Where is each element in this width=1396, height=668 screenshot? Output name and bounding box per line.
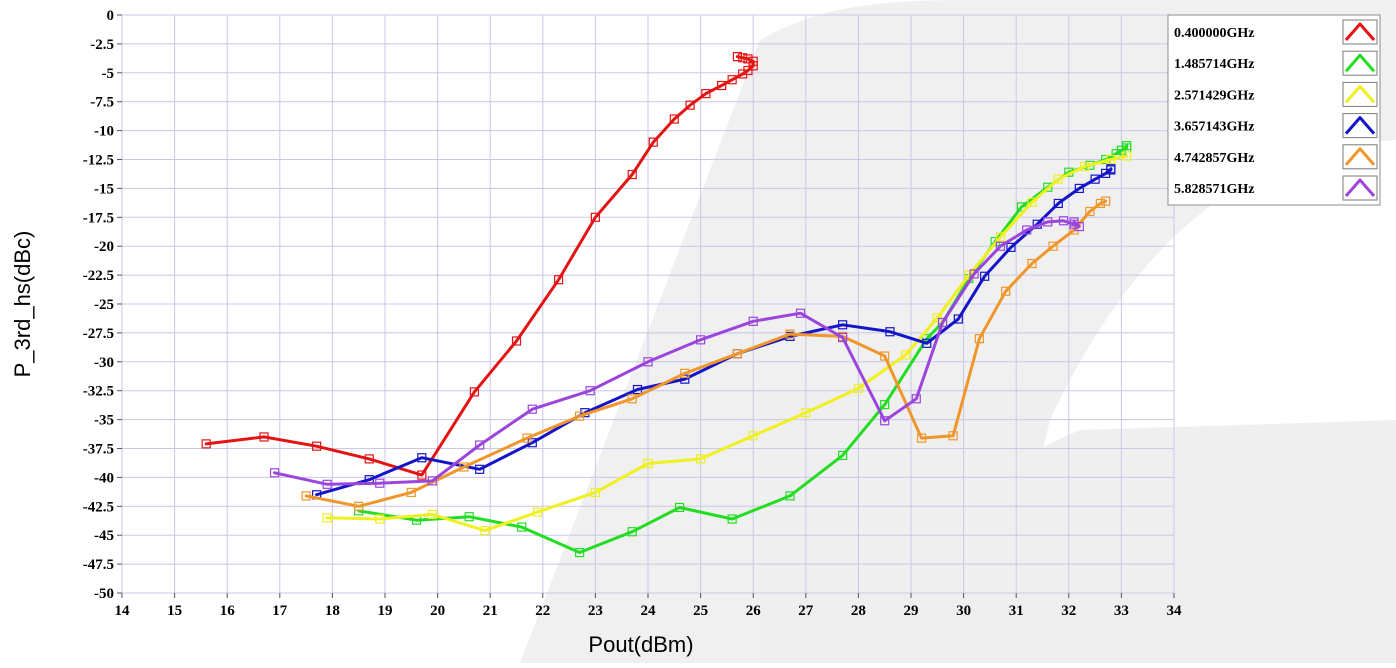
y-tick-label: -22.5 (83, 268, 114, 284)
x-tick-label: 25 (693, 603, 708, 619)
y-tick-label: -25 (94, 297, 114, 313)
x-tick-label: 14 (115, 603, 131, 619)
y-tick-label: -35 (94, 413, 114, 429)
y-tick-label: -27.5 (83, 326, 114, 342)
x-tick-label: 16 (220, 603, 236, 619)
x-tick-label: 30 (956, 603, 971, 619)
y-tick-label: -40 (94, 470, 114, 486)
x-tick-label: 27 (798, 603, 814, 619)
legend-label: 4.742857GHz (1174, 151, 1255, 166)
x-tick-label: 24 (641, 603, 657, 619)
x-tick-label: 28 (851, 603, 866, 619)
grid (122, 15, 1174, 593)
y-tick-label: -20 (94, 239, 114, 255)
y-tick-label: -15 (94, 181, 114, 197)
y-tick-label: 0 (107, 8, 115, 24)
x-tick-label: 31 (1009, 603, 1024, 619)
y-tick-label: -47.5 (83, 557, 114, 573)
x-tick-label: 32 (1061, 603, 1076, 619)
legend-label: 1.485714GHz (1174, 57, 1255, 72)
x-axis-title: Pout(dBm) (588, 632, 693, 657)
y-axis-title: P_3rd_hs(dBc) (10, 231, 35, 378)
legend: 0.400000GHz 1.485714GHz 2.571429GHz 3.65714… (1168, 15, 1380, 205)
x-tick-label: 22 (535, 603, 550, 619)
y-tick-label: -32.5 (83, 384, 114, 400)
legend-label: 2.571429GHz (1174, 88, 1255, 103)
x-tick-label: 33 (1114, 603, 1129, 619)
y-tick-label: -5 (102, 66, 115, 82)
y-tick-label: -30 (94, 355, 114, 371)
x-tick-label: 29 (904, 603, 919, 619)
legend-label: 5.828571GHz (1174, 182, 1255, 197)
y-tick-label: -7.5 (90, 95, 114, 111)
x-tick-label: 17 (272, 603, 288, 619)
y-tick-label: -12.5 (83, 153, 114, 169)
legend-label: 0.400000GHz (1174, 26, 1255, 41)
x-tick-label: 26 (746, 603, 762, 619)
legend-label: 3.657143GHz (1174, 120, 1255, 135)
y-tick-label: -37.5 (83, 442, 114, 458)
x-tick-label: 15 (167, 603, 182, 619)
y-tick-label: -2.5 (90, 37, 114, 53)
y-tick-label: -17.5 (83, 210, 114, 226)
x-tick-label: 18 (325, 603, 340, 619)
x-tick-label: 34 (1167, 603, 1183, 619)
x-tick-label: 23 (588, 603, 603, 619)
y-tick-label: -50 (94, 586, 114, 602)
y-tick-label: -45 (94, 528, 114, 544)
x-tick-label: 21 (483, 603, 498, 619)
x-tick-label: 20 (430, 603, 445, 619)
y-tick-label: -10 (94, 124, 114, 140)
y-tick-label: -42.5 (83, 499, 114, 515)
x-tick-label: 19 (378, 603, 393, 619)
